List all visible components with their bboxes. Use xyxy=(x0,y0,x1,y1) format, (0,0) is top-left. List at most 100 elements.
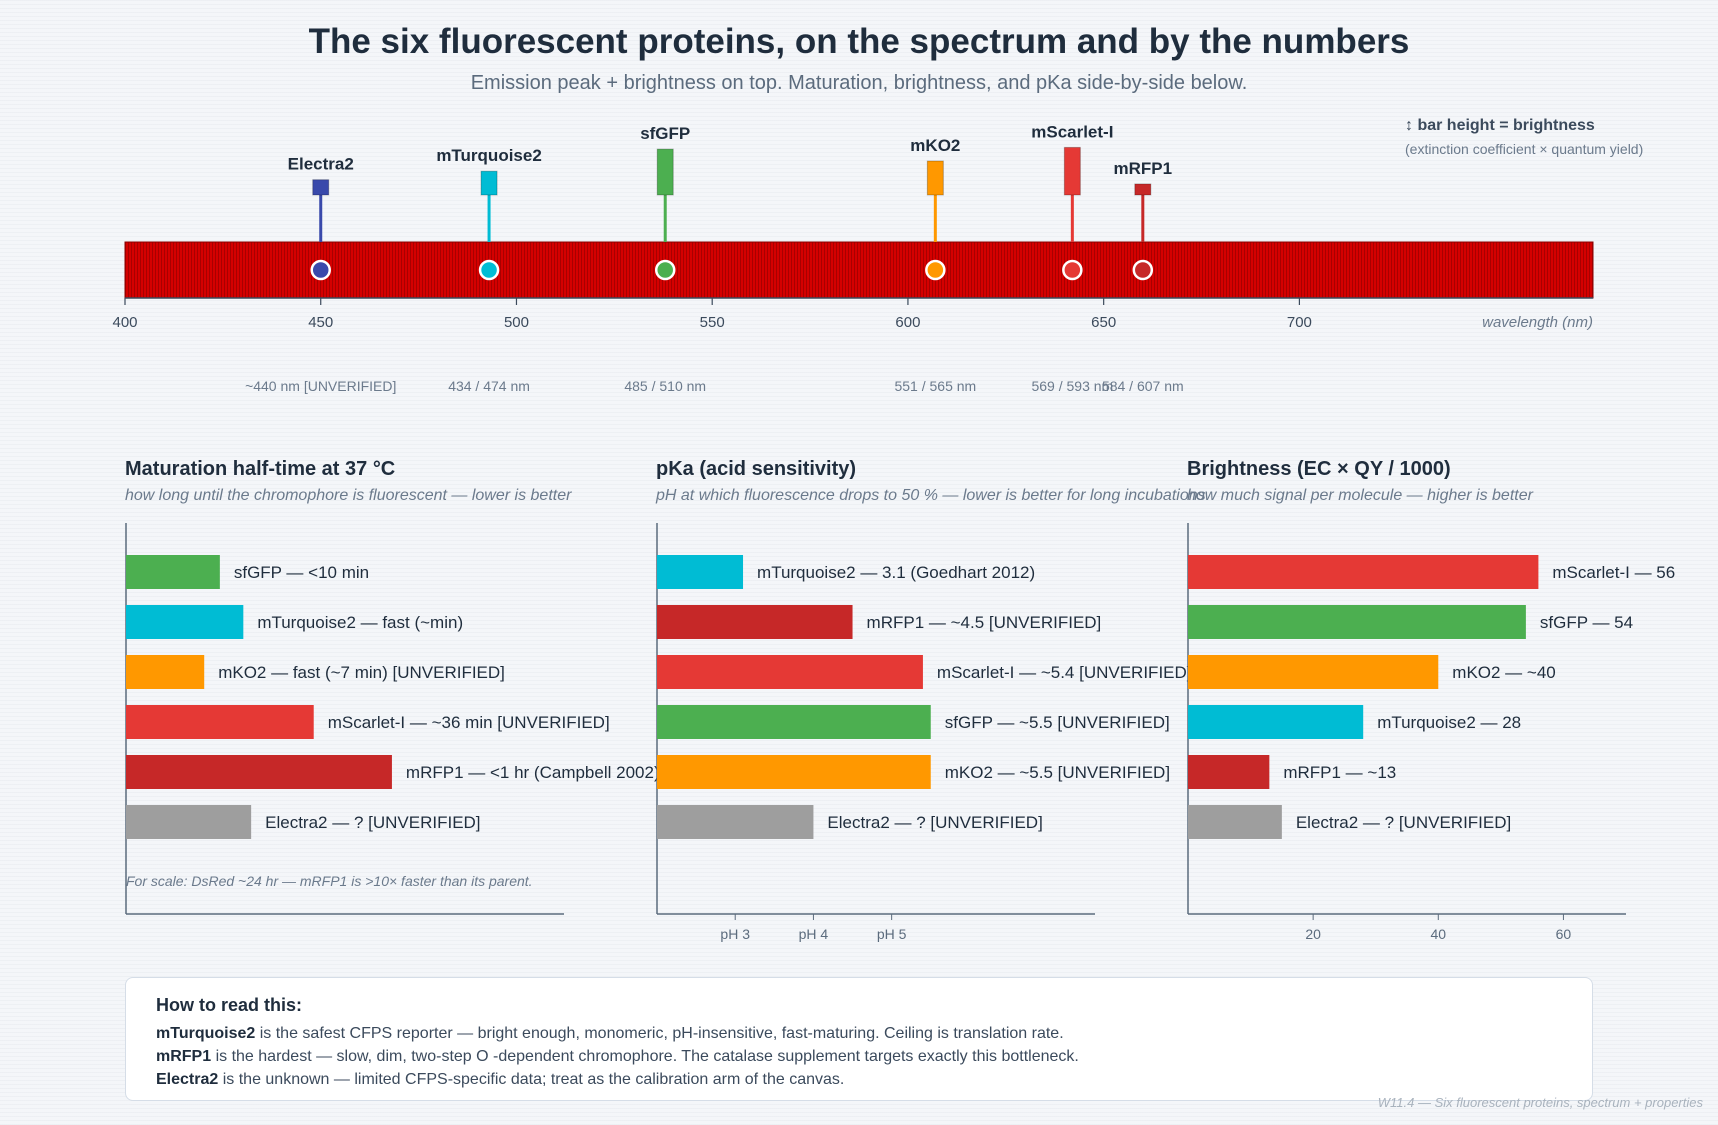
x-tick-label: 700 xyxy=(1287,314,1312,331)
bar-label: mKO2 — fast (~7 min) [UNVERIFIED] xyxy=(218,663,505,682)
how-to-read-line: mTurquoise2 is the safest CFPS reporter … xyxy=(156,1025,1064,1043)
how-to-read-title: How to read this: xyxy=(156,995,303,1015)
bar-label: sfGFP — 54 xyxy=(1540,613,1633,632)
brightness-title: Brightness (EC × QY / 1000) xyxy=(1187,458,1451,480)
how-to-read-line: Electra2 is the unknown — limited CFPS-s… xyxy=(156,1071,844,1089)
brightness-bar xyxy=(1134,183,1152,196)
bar xyxy=(657,655,923,689)
x-tick-label: 600 xyxy=(895,314,920,331)
bar xyxy=(126,705,314,739)
bar-label: mScarlet-I — 56 xyxy=(1552,563,1675,582)
brightness-bar xyxy=(926,160,944,196)
pka-title: pKa (acid sensitivity) xyxy=(656,458,857,480)
how-to-read-text: is the safest CFPS reporter — bright eno… xyxy=(259,1025,1064,1042)
peak-wavelength-label: 485 / 510 nm xyxy=(624,378,706,394)
bar-label: mKO2 — ~5.5 [UNVERIFIED] xyxy=(945,763,1170,782)
bar-label: mTurquoise2 — 28 xyxy=(1377,713,1521,732)
brightness-bar xyxy=(480,170,498,196)
brightness-subtitle: how much signal per molecule — higher is… xyxy=(1187,487,1533,504)
bar xyxy=(1188,705,1364,739)
pka-panel: pH 3 pH 4 pH 5 mTurquoise2 — 3.1 (Goedhart … xyxy=(656,523,1192,942)
bar-label: sfGFP — <10 min xyxy=(234,563,369,582)
how-to-read-box: How to read this: mTurquoise2 is the saf… xyxy=(125,977,1593,1101)
x-tick-label: 550 xyxy=(700,314,725,331)
pka-subtitle: pH at which fluorescence drops to 50 % —… xyxy=(656,487,1206,504)
protein-name-label: mTurquoise2 xyxy=(436,146,541,165)
emission-marker xyxy=(478,259,500,281)
x-tick-label: pH 5 xyxy=(877,926,907,942)
how-to-read-protein: mTurquoise2 xyxy=(156,1025,256,1042)
brightness-bar xyxy=(312,179,330,196)
bar xyxy=(1188,605,1526,639)
emission-marker xyxy=(1132,259,1154,281)
spectrum-legend-title: ↕ bar height = brightness xyxy=(1405,117,1595,134)
bar xyxy=(1188,755,1270,789)
x-tick-label: 500 xyxy=(504,314,529,331)
x-tick-label: 60 xyxy=(1556,926,1572,942)
maturation-subtitle: how long until the chromophore is fluore… xyxy=(125,487,572,504)
bar-label: mTurquoise2 — fast (~min) xyxy=(257,613,463,632)
spectrum-panel: 400 450 500 550 600 650 700 wavelength (nm) Elec… xyxy=(112,122,1594,394)
bar-label: mRFP1 — ~13 xyxy=(1283,763,1396,782)
peak-wavelength-label: 584 / 607 nm xyxy=(1102,378,1184,394)
peak-wavelength-label: 569 / 593 nm xyxy=(1031,378,1113,394)
x-tick-label: 20 xyxy=(1305,926,1321,942)
bar xyxy=(657,705,931,739)
x-tick-label: 650 xyxy=(1091,314,1116,331)
bar-label: mScarlet-I — ~36 min [UNVERIFIED] xyxy=(328,713,610,732)
footer-caption: W11.4 — Six fluorescent proteins, spectr… xyxy=(1377,1095,1703,1110)
spectrum-legend-detail: (extinction coefficient × quantum yield) xyxy=(1405,141,1644,157)
bar xyxy=(657,755,931,789)
brightness-bar xyxy=(656,148,674,196)
emission-marker xyxy=(925,259,946,281)
bar-label: mTurquoise2 — 3.1 (Goedhart 2012) xyxy=(757,563,1035,582)
protein-name-label: Electra2 xyxy=(288,155,354,174)
x-axis-label: wavelength (nm) xyxy=(1482,314,1593,331)
bar xyxy=(1188,555,1539,589)
x-tick-label: 450 xyxy=(308,314,333,331)
peak-wavelength-label: 551 / 565 nm xyxy=(894,378,976,394)
protein-name-label: sfGFP xyxy=(640,124,690,143)
bar-label: mKO2 — ~40 xyxy=(1452,663,1555,682)
bar xyxy=(126,755,392,789)
protein-name-label: mKO2 xyxy=(910,136,960,155)
how-to-read-text: is the hardest — slow, dim, two-step O -… xyxy=(215,1048,1079,1065)
maturation-title: Maturation half-time at 37 °C xyxy=(125,458,396,480)
x-tick-label: 40 xyxy=(1430,926,1446,942)
bar xyxy=(126,655,205,689)
emission-marker xyxy=(654,259,676,281)
spectrum-bar xyxy=(124,241,1594,299)
maturation-panel: sfGFP — <10 min mTurquoise2 — fast (~min)… xyxy=(125,523,660,915)
how-to-read-protein: Electra2 xyxy=(156,1071,219,1088)
peak-wavelength-label: 434 / 474 nm xyxy=(448,378,530,394)
peak-wavelength-label: ~440 nm [UNVERIFIED] xyxy=(245,378,396,394)
protein-name-label: mRFP1 xyxy=(1114,159,1173,178)
maturation-note: For scale: DsRed ~24 hr — mRFP1 is >10× … xyxy=(126,873,533,889)
bar xyxy=(126,555,220,589)
bar-label: Electra2 — ? [UNVERIFIED] xyxy=(265,813,480,832)
page-title: The six fluorescent proteins, on the spe… xyxy=(308,22,1410,61)
bar xyxy=(1188,805,1282,839)
x-tick-label: 400 xyxy=(112,314,137,331)
bar-label: Electra2 — ? [UNVERIFIED] xyxy=(1296,813,1511,832)
protein-name-label: mScarlet-I xyxy=(1031,122,1113,141)
bar xyxy=(657,805,814,839)
how-to-read-protein: mRFP1 xyxy=(156,1048,212,1065)
bar xyxy=(126,605,244,639)
emission-marker xyxy=(1062,259,1083,281)
bar xyxy=(657,605,853,639)
page-subtitle: Emission peak + brightness on top. Matur… xyxy=(470,72,1248,94)
bar-label: Electra2 — ? [UNVERIFIED] xyxy=(827,813,1042,832)
how-to-read-line: mRFP1 is the hardest — slow, dim, two-st… xyxy=(156,1048,1079,1066)
x-tick-label: pH 4 xyxy=(799,926,829,942)
how-to-read-text: is the unknown — limited CFPS-specific d… xyxy=(222,1071,845,1088)
bar xyxy=(1188,655,1439,689)
bar-label: mRFP1 — ~4.5 [UNVERIFIED] xyxy=(867,613,1102,632)
bar xyxy=(126,805,252,839)
brightness-bar xyxy=(1063,146,1081,196)
x-tick-label: pH 3 xyxy=(720,926,750,942)
brightness-panel: 20 40 60 mScarlet-I — 56 sfGFP — 54 mKO2 — ~4… xyxy=(1187,523,1675,942)
bar-label: mRFP1 — <1 hr (Campbell 2002) xyxy=(406,763,660,782)
bar xyxy=(657,555,744,589)
bar-label: sfGFP — ~5.5 [UNVERIFIED] xyxy=(945,713,1170,732)
